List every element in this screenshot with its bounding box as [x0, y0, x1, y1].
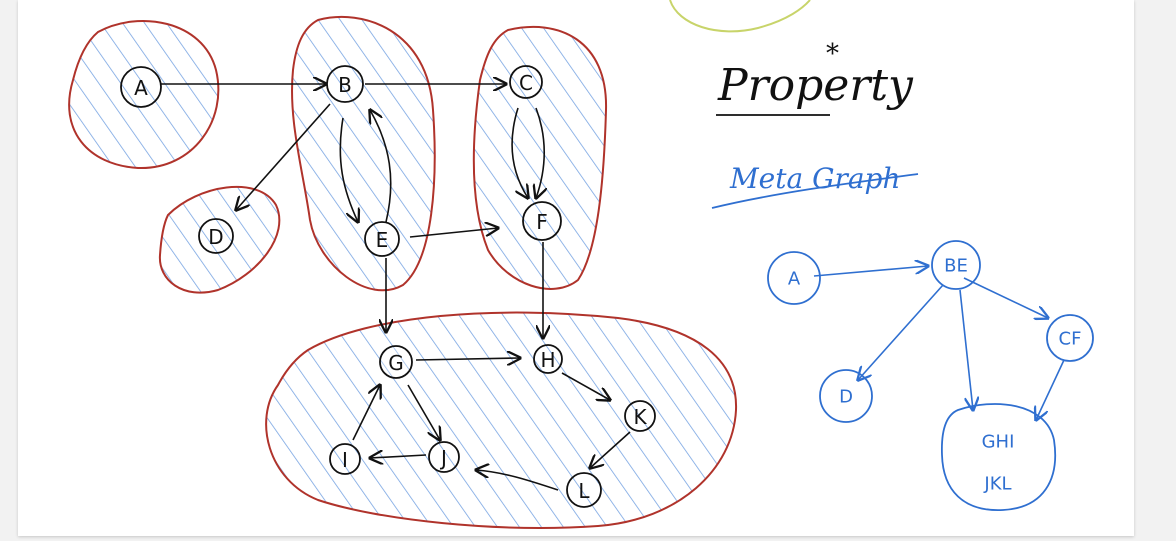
edge-e-b [370, 110, 392, 223]
node-j-label: J [439, 446, 447, 470]
whiteboard-canvas: A B C D E F G H I J K L Pr [18, 0, 1134, 536]
cluster-cf [472, 25, 608, 290]
meta-node-be-label: BE [944, 256, 968, 277]
meta-node-ghijkl-line2: JKL [983, 474, 1011, 495]
meta-edge-be-d [858, 284, 944, 380]
scribble-yellow [669, 0, 811, 33]
edge-j-i [370, 455, 427, 458]
node-a-label: A [134, 76, 148, 100]
title-asterisk: * [826, 39, 839, 69]
meta-node-a-label: A [788, 269, 801, 290]
edge-c-f [511, 107, 528, 198]
meta-edge-cf-ghijkl [1036, 359, 1065, 420]
meta-edge-be-ghijkl [959, 289, 973, 410]
edges-black [160, 84, 631, 491]
node-f-label: F [536, 210, 548, 234]
meta-node-ghijkl-line1: GHI [982, 432, 1015, 453]
node-k: K [624, 400, 656, 432]
cluster-a [68, 20, 220, 170]
meta-node-a: A [767, 251, 821, 305]
meta-edge-be-cf [963, 277, 1048, 318]
node-c-label: C [519, 71, 533, 95]
node-h-label: H [540, 348, 555, 372]
edges-blue [813, 266, 1065, 420]
node-b: B [326, 65, 364, 103]
cluster-ghijkl [265, 311, 738, 529]
node-l-label: L [578, 479, 590, 503]
edge-l-j-area [476, 470, 559, 491]
node-j: J [428, 441, 460, 473]
meta-node-d: D [819, 369, 873, 423]
edge-i-g [352, 385, 380, 441]
node-b-label: B [338, 73, 352, 97]
cluster-d [158, 185, 281, 294]
node-i: I [329, 443, 361, 475]
node-f: F [522, 201, 562, 241]
meta-node-cf: CF [1046, 314, 1094, 362]
meta-node-cf-label: CF [1059, 329, 1082, 350]
node-a: A [120, 66, 162, 108]
title-property: Property [717, 60, 914, 111]
meta-node-ghijkl: GHI JKL [941, 403, 1056, 511]
node-e: E [364, 221, 400, 257]
subtitle-meta-graph: Meta Graph [729, 162, 901, 195]
edge-g-j [407, 384, 440, 440]
meta-node-be: BE [931, 240, 981, 290]
edge-b-e [339, 117, 358, 222]
meta-node-d-label: D [839, 387, 853, 408]
edge-k-l [590, 431, 631, 468]
diagram-svg: A B C D E F G H I J K L Pr [68, 0, 1094, 529]
edge-e-f [409, 228, 498, 238]
meta-edge-a-be [813, 266, 928, 277]
node-h: H [533, 344, 563, 374]
node-i-label: I [342, 448, 348, 472]
node-c: C [509, 65, 543, 99]
node-d-label: D [208, 225, 223, 249]
node-l: L [566, 472, 602, 508]
node-g-label: G [388, 351, 404, 375]
edge-c-f-2 [536, 107, 544, 198]
node-k-label: K [633, 405, 647, 429]
edge-b-d [236, 103, 331, 210]
edge-h-k [561, 372, 610, 400]
node-e-label: E [376, 228, 389, 252]
subtitle-underline [711, 173, 919, 209]
node-g: G [379, 345, 413, 379]
node-d: D [198, 218, 234, 254]
cluster-be [291, 16, 436, 292]
edge-g-h [415, 358, 520, 360]
